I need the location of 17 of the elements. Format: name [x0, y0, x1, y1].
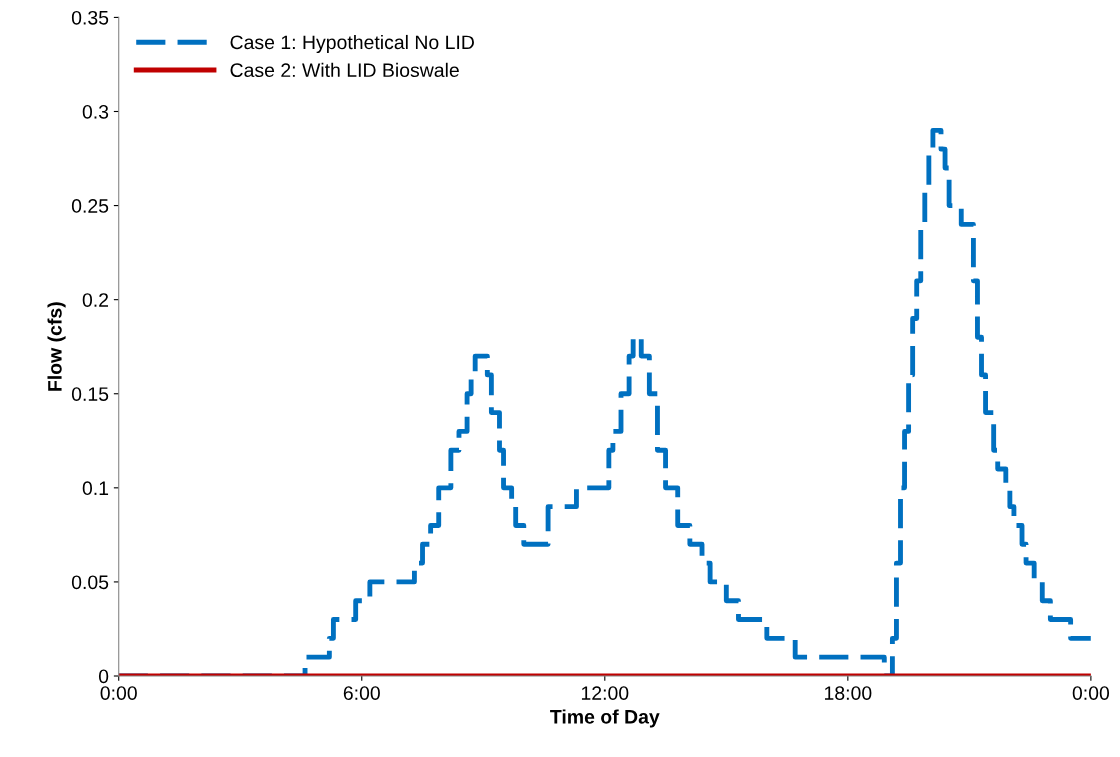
y-tick-label: 0 — [98, 669, 109, 684]
legend-label: Case 1: Hypothetical No LID — [230, 34, 474, 54]
x-tick-label: 18:00 — [825, 686, 872, 701]
x-tick-label: 6:00 — [343, 686, 380, 701]
x-axis-title: Time of Day — [550, 709, 660, 728]
legend-label: Case 2: With LID Bioswale — [230, 62, 459, 78]
y-tick-label: 0.3 — [82, 104, 109, 119]
x-tick-label: 12:00 — [581, 686, 629, 701]
y-tick-label: 0.05 — [71, 575, 109, 590]
x-tick-label: 0:00 — [100, 686, 137, 701]
y-tick-label: 0.2 — [82, 293, 109, 307]
y-tick-label: 0.15 — [71, 387, 109, 401]
y-axis-title: Flow (cfs) — [47, 302, 66, 391]
y-tick-label: 0.35 — [71, 10, 109, 25]
x-tick-label: 0:00 — [1072, 686, 1110, 701]
y-tick-label: 0.25 — [71, 199, 109, 213]
y-tick-label: 0.1 — [82, 481, 109, 496]
